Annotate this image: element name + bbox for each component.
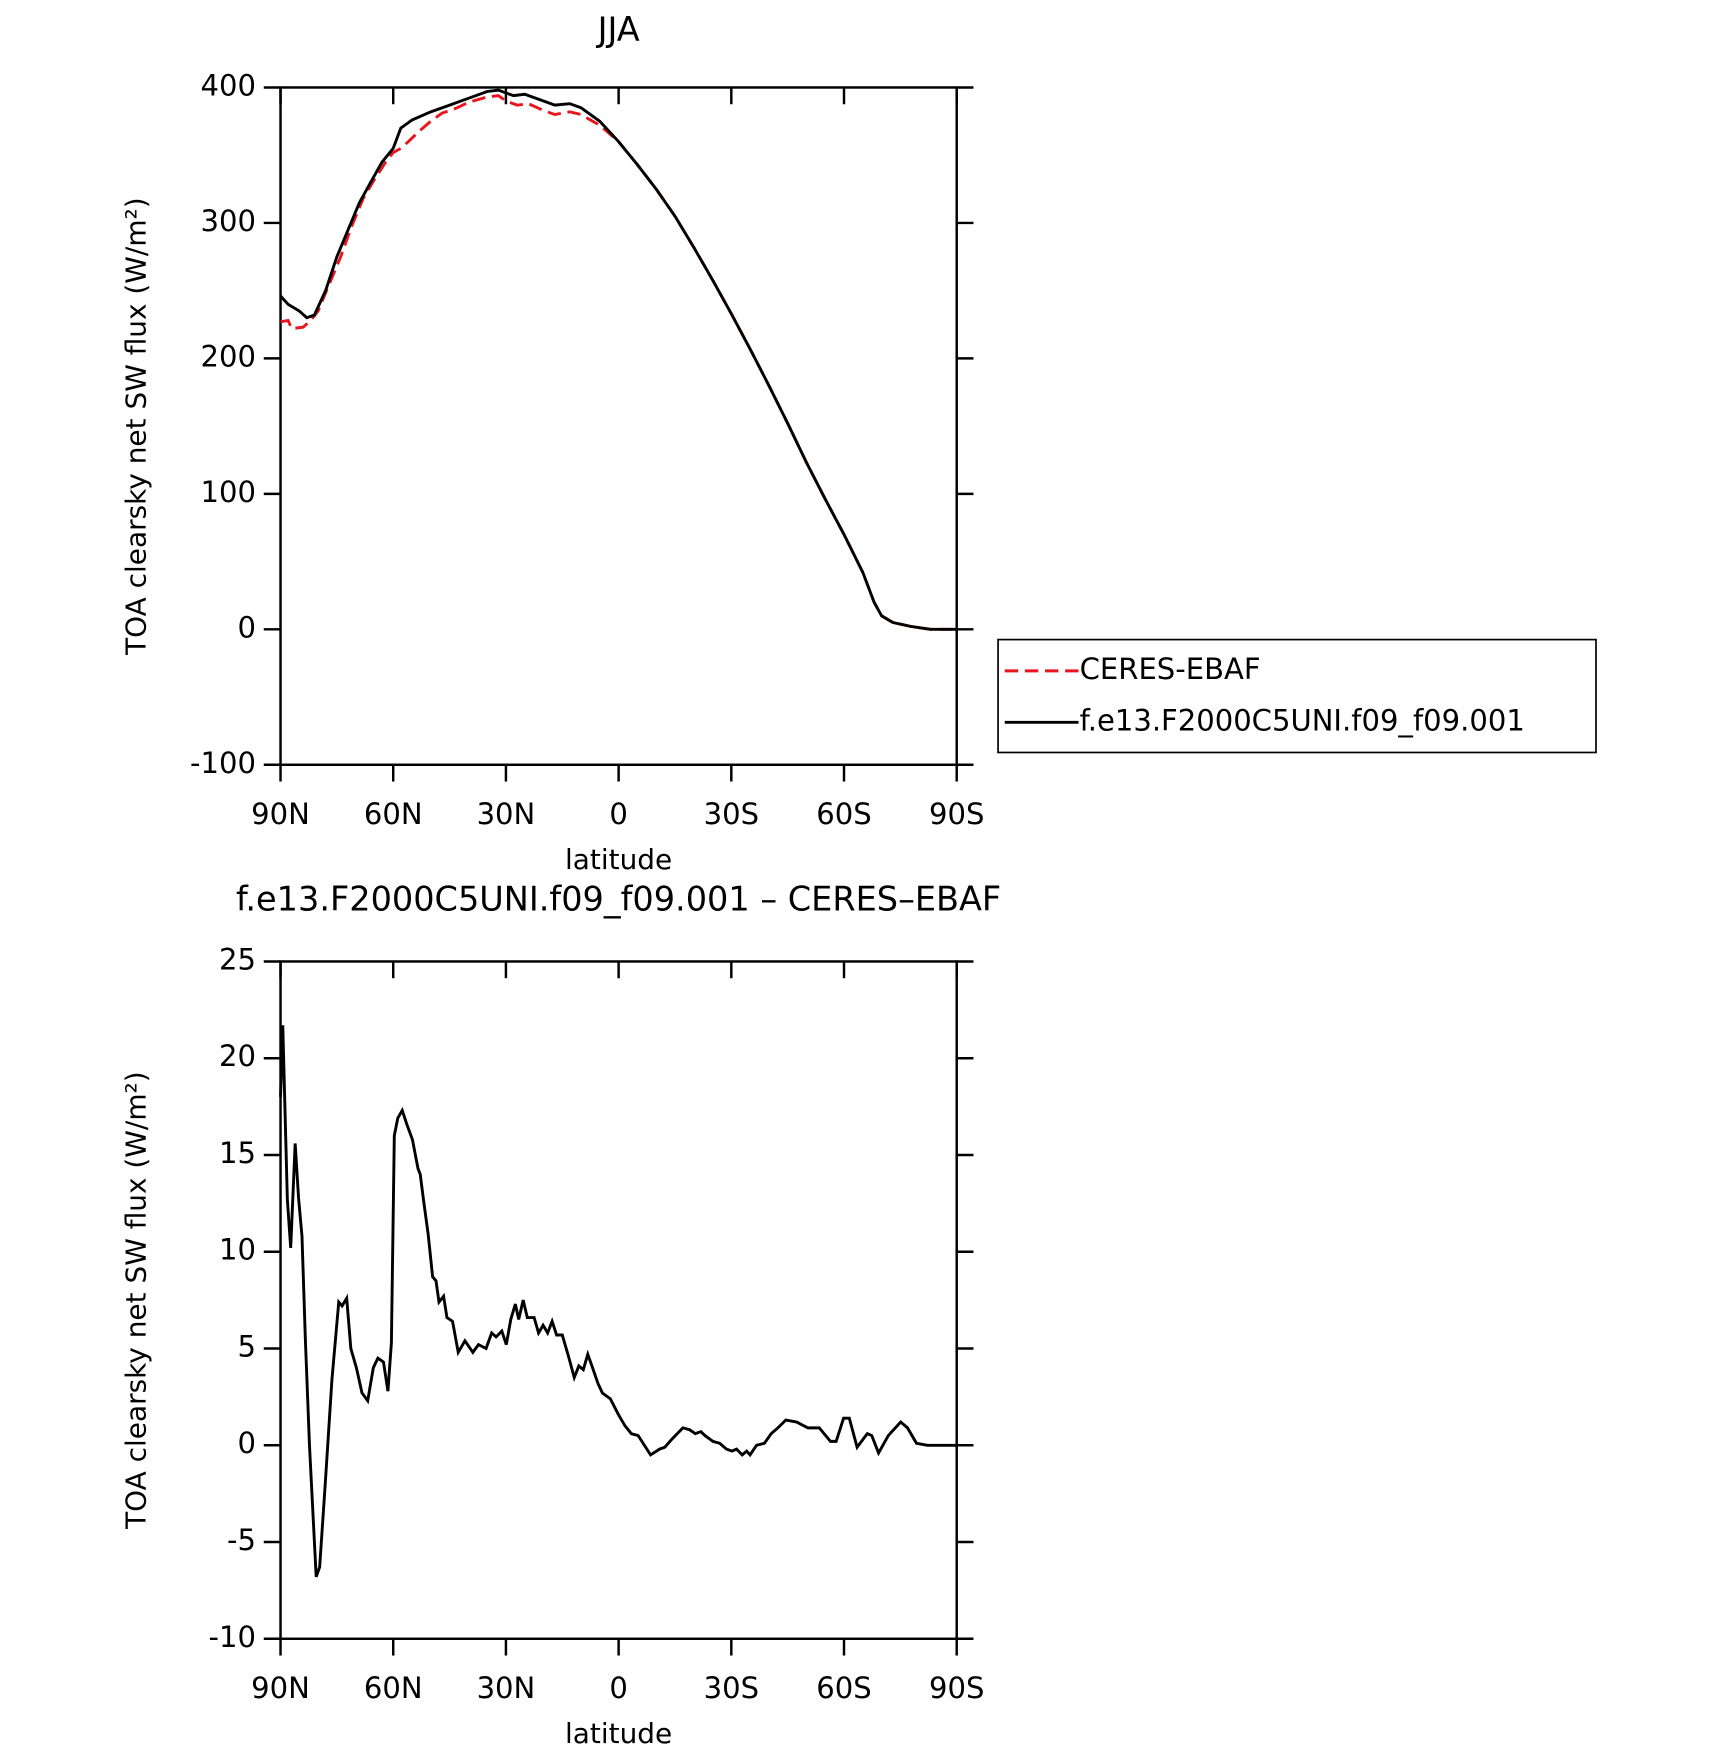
data-line — [279, 1025, 957, 1578]
y-tick-label: 300 — [200, 204, 255, 238]
x-tick-label: 60N — [364, 1671, 423, 1705]
chart-title: JJA — [596, 10, 640, 49]
x-tick-label: 90N — [251, 797, 310, 831]
data-line — [280, 94, 957, 631]
x-tick-label: 0 — [609, 1671, 627, 1705]
y-tick-label: 400 — [200, 68, 255, 102]
x-tick-label: 60S — [816, 1671, 871, 1705]
y-tick-label: -100 — [190, 746, 256, 780]
legend-label: f.e13.F2000C5UNI.f09_f09.001 — [1080, 703, 1525, 737]
y-tick-label: -5 — [227, 1523, 256, 1557]
x-tick-label: 90N — [251, 1671, 310, 1705]
plot-frame — [279, 960, 958, 1640]
x-tick-label: 0 — [609, 797, 627, 831]
x-tick-label: 30N — [477, 1671, 536, 1705]
legend-label: CERES-EBAF — [1080, 652, 1261, 686]
x-tick-label: 90S — [929, 1671, 984, 1705]
x-axis-label: latitude — [565, 843, 672, 876]
legend-box — [997, 638, 1597, 754]
y-tick-label: 15 — [219, 1136, 256, 1170]
y-axis-label: TOA clearsky net SW flux (W/m²) — [119, 1071, 152, 1530]
x-axis-label: latitude — [565, 1717, 672, 1750]
x-tick-label: 60N — [364, 797, 423, 831]
x-tick-label: 30S — [704, 797, 759, 831]
x-tick-label: 30N — [477, 797, 536, 831]
y-tick-label: 10 — [219, 1233, 256, 1267]
x-tick-label: 30S — [704, 1671, 759, 1705]
x-tick-label: 90S — [929, 797, 984, 831]
y-tick-label: 100 — [200, 475, 255, 509]
x-tick-label: 60S — [816, 797, 871, 831]
y-tick-label: 25 — [219, 942, 256, 976]
plot-frame — [279, 86, 958, 766]
y-tick-label: 200 — [200, 339, 255, 373]
y-tick-label: 5 — [237, 1329, 255, 1363]
data-line — [279, 88, 957, 631]
y-tick-label: 0 — [237, 610, 255, 644]
y-tick-label: -10 — [208, 1620, 255, 1654]
y-axis-label: TOA clearsky net SW flux (W/m²) — [119, 197, 152, 656]
y-tick-label: 0 — [237, 1426, 255, 1460]
y-tick-label: 20 — [219, 1039, 256, 1073]
chart-title: f.e13.F2000C5UNI.f09_f09.001 – CERES–EBA… — [236, 880, 1001, 919]
